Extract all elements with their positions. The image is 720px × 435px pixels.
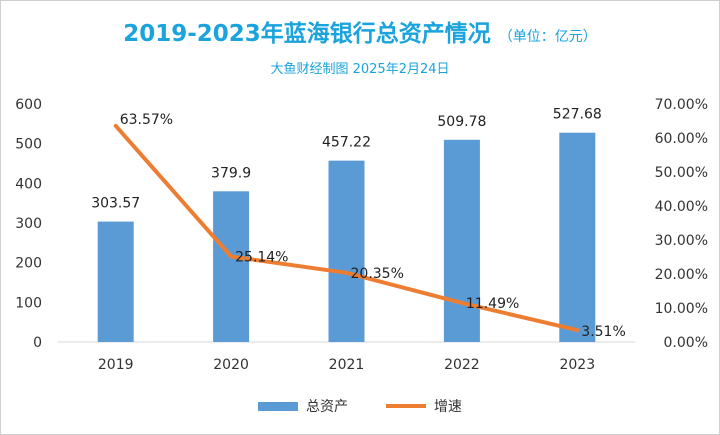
bar-data-label: 527.68 bbox=[553, 107, 602, 123]
y-left-tick-label: 200 bbox=[15, 256, 42, 272]
y-left-tick-label: 300 bbox=[15, 216, 42, 232]
bar-data-label: 509.78 bbox=[437, 114, 486, 130]
chart-subtitle: 大鱼财经制图 2025年2月24日 bbox=[270, 62, 450, 77]
bar-total-assets bbox=[213, 191, 250, 342]
legend-item-growth: 增速 bbox=[386, 396, 462, 416]
y-right-tick-label: 20.00% bbox=[655, 267, 708, 283]
bar-data-label: 303.57 bbox=[91, 196, 140, 212]
bar-total-assets bbox=[443, 139, 480, 342]
legend-swatch-assets bbox=[258, 401, 298, 411]
y-left-tick-label: 400 bbox=[15, 176, 42, 192]
bar-total-assets bbox=[97, 221, 134, 342]
y-right-tick-label: 50.00% bbox=[655, 165, 708, 181]
y-left-tick-label: 600 bbox=[15, 97, 42, 113]
x-tick-label: 2019 bbox=[98, 357, 134, 373]
x-tick-label: 2021 bbox=[329, 357, 365, 373]
legend-swatch-growth bbox=[386, 404, 426, 408]
y-right-tick-label: 70.00% bbox=[655, 97, 708, 113]
y-right-tick-label: 30.00% bbox=[655, 233, 708, 249]
x-tick-label: 2023 bbox=[559, 357, 595, 373]
legend: 总资产 增速 bbox=[0, 396, 720, 416]
bar-total-assets bbox=[328, 160, 365, 342]
x-tick-label: 2022 bbox=[444, 357, 480, 373]
chart-title: 2019-2023年蓝海银行总资产情况 bbox=[123, 21, 491, 47]
line-data-label: 11.49% bbox=[466, 296, 519, 312]
bar-data-label: 457.22 bbox=[322, 135, 371, 151]
y-right-tick-label: 0.00% bbox=[664, 335, 708, 351]
legend-label-growth: 增速 bbox=[434, 399, 462, 415]
growth-rate-line bbox=[113, 123, 580, 333]
y-right-tick-label: 10.00% bbox=[655, 301, 708, 317]
line-data-label: 25.14% bbox=[235, 250, 288, 266]
x-tick-label: 2020 bbox=[213, 357, 249, 373]
legend-item-assets: 总资产 bbox=[258, 396, 348, 416]
unit-note: （单位：亿元） bbox=[498, 29, 597, 45]
line-data-label: 63.57% bbox=[120, 112, 173, 128]
line-data-label: 3.51% bbox=[581, 324, 625, 340]
legend-label-assets: 总资产 bbox=[306, 399, 348, 415]
bar-total-assets bbox=[559, 132, 596, 342]
line-data-label: 20.35% bbox=[351, 266, 404, 282]
bar-data-label: 379.9 bbox=[211, 165, 251, 181]
y-right-tick-label: 40.00% bbox=[655, 199, 708, 215]
y-right-tick-label: 60.00% bbox=[655, 131, 708, 147]
y-left-tick-label: 0 bbox=[33, 335, 42, 351]
y-left-tick-label: 500 bbox=[15, 137, 42, 153]
y-left-tick-label: 100 bbox=[15, 295, 42, 311]
title-row: 2019-2023年蓝海银行总资产情况 （单位：亿元） bbox=[0, 14, 720, 48]
